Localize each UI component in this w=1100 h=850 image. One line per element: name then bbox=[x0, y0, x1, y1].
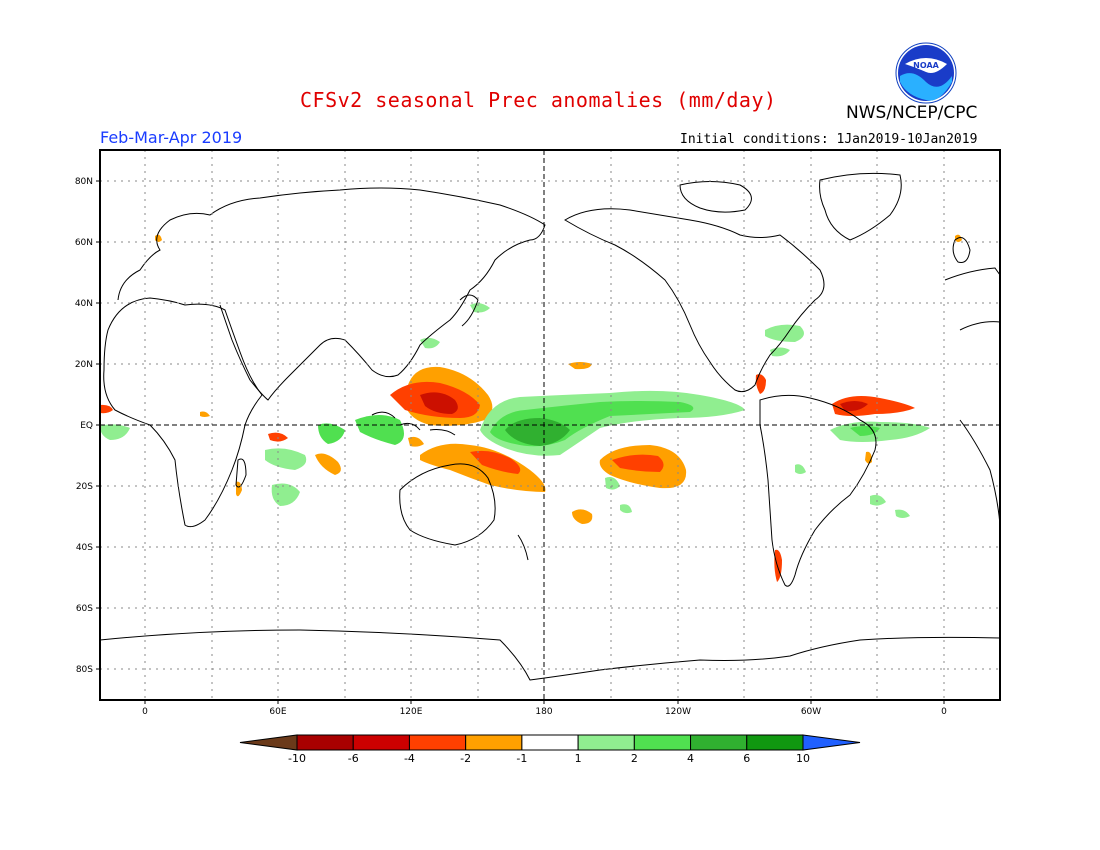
anomaly-atlantic-dry bbox=[832, 396, 915, 416]
graticule bbox=[100, 150, 1000, 700]
coast-japan bbox=[459, 294, 479, 327]
coastlines bbox=[100, 172, 1000, 681]
colorbar-label: 4 bbox=[687, 752, 694, 765]
anomaly-wpac-dry-core bbox=[420, 392, 458, 414]
lat-label: 20N bbox=[75, 360, 93, 370]
coast-africa bbox=[103, 297, 263, 528]
anomaly-indonesia-wet bbox=[355, 415, 404, 445]
anomaly-indian-wet bbox=[265, 448, 307, 470]
anomaly-usa-wet bbox=[765, 324, 804, 342]
anomaly-westafr-dry bbox=[100, 404, 113, 414]
lon-axis: 0 60E 120E 180 120W 60W 0 bbox=[142, 700, 947, 717]
colorbar-swatch bbox=[465, 734, 523, 751]
lon-label: 0 bbox=[941, 707, 947, 717]
lon-label: 180 bbox=[535, 707, 552, 717]
lon-label: 0 bbox=[142, 707, 148, 717]
anomaly-china-wet bbox=[420, 337, 440, 349]
lat-label: 40S bbox=[76, 543, 93, 553]
coast-eurasia bbox=[117, 187, 546, 401]
lat-label: 80S bbox=[76, 665, 93, 675]
anomaly-brazil-wet bbox=[870, 494, 886, 506]
anomaly-chile-dry bbox=[774, 549, 782, 582]
lat-label: 60N bbox=[75, 238, 93, 248]
colorbar-swatch bbox=[352, 734, 410, 751]
lat-label: 20S bbox=[76, 482, 93, 492]
coast-greenland bbox=[819, 172, 902, 241]
logo-text: NOAA bbox=[913, 61, 939, 70]
colorbar-label: -1 bbox=[516, 752, 527, 765]
colorbar-swatch bbox=[239, 734, 298, 751]
anomaly-scand-dry bbox=[155, 234, 162, 242]
colorbar-swatch bbox=[577, 734, 635, 751]
colorbar-label: -2 bbox=[460, 752, 471, 765]
colorbar-swatch bbox=[690, 734, 748, 751]
colorbar-swatch bbox=[296, 734, 354, 751]
anomaly-fiji-dry bbox=[572, 509, 593, 524]
anomaly-hawaii-dry bbox=[568, 362, 592, 370]
lon-label: 120W bbox=[665, 707, 691, 717]
coast-europe-east bbox=[944, 267, 1000, 281]
agency-label: NWS/NCEP/CPC bbox=[846, 103, 978, 123]
colorbar-label: -10 bbox=[288, 752, 306, 765]
lon-label: 60W bbox=[801, 707, 821, 717]
colorbar-label: -6 bbox=[348, 752, 359, 765]
anomaly-pacific-wet-core bbox=[505, 418, 570, 446]
coast-antarctica bbox=[100, 629, 1000, 681]
anomaly-eafr-dry bbox=[200, 411, 210, 417]
anomaly-japan-wet bbox=[470, 303, 490, 313]
anomaly-indian-wet2 bbox=[318, 423, 345, 444]
coast-australia bbox=[399, 463, 496, 546]
anomaly-moz-dry bbox=[236, 481, 242, 497]
anomaly-centralam-dry bbox=[755, 374, 766, 394]
colorbar-label: 2 bbox=[631, 752, 638, 765]
colorbar-swatch bbox=[802, 734, 861, 751]
anomaly-westafr-wet bbox=[100, 424, 130, 440]
colorbar-swatch bbox=[633, 734, 692, 751]
lat-axis: 80N 60N 40N 20N EQ 20S 40S 60S 80S bbox=[75, 177, 100, 675]
colorbar-swatch bbox=[408, 734, 467, 751]
colorbar-label: 6 bbox=[743, 752, 750, 765]
lat-label: 60S bbox=[76, 604, 93, 614]
colorbar-swatch bbox=[746, 734, 804, 751]
initial-conditions-label: Initial conditions: 1Jan2019-10Jan2019 bbox=[680, 132, 978, 147]
lon-label: 60E bbox=[269, 707, 286, 717]
anomaly-layer bbox=[100, 234, 962, 582]
colorbar-label: 1 bbox=[575, 752, 582, 765]
season-label: Feb-Mar-Apr 2019 bbox=[100, 128, 243, 147]
anomaly-indian-dry bbox=[315, 453, 341, 475]
anomaly-maritime-dry-core bbox=[470, 450, 521, 474]
lon-label: 120E bbox=[400, 707, 423, 717]
colorbar: -10 -6 -4 -2 -1 1 2 4 6 10 bbox=[239, 734, 861, 765]
anomaly-atlantic-dry-core bbox=[840, 401, 868, 412]
colorbar-label: -4 bbox=[404, 752, 415, 765]
coast-arctic bbox=[679, 181, 752, 213]
anomaly-spac2-wet bbox=[620, 504, 632, 514]
coast-africa-east bbox=[959, 321, 1000, 526]
coast-madagascar bbox=[235, 458, 247, 488]
colorbar-label: 10 bbox=[796, 752, 810, 765]
anomaly-spac-dry-core bbox=[612, 454, 664, 472]
noaa-logo-icon: NOAA bbox=[895, 42, 957, 104]
coast-nz bbox=[517, 534, 529, 561]
coast-uk bbox=[952, 237, 971, 263]
lat-label: EQ bbox=[80, 421, 93, 431]
anomaly-spac-wet bbox=[605, 477, 620, 490]
lat-label: 80N bbox=[75, 177, 93, 187]
chart-title: CFSv2 seasonal Prec anomalies (mm/day) bbox=[300, 88, 777, 112]
colorbar-swatch bbox=[521, 734, 579, 751]
anomaly-atlantic-wet bbox=[830, 421, 930, 442]
coast-south-america bbox=[759, 394, 877, 587]
coast-north-america bbox=[564, 208, 825, 393]
anomaly-brazil-dry bbox=[865, 451, 872, 464]
lat-label: 40N bbox=[75, 299, 93, 309]
anomaly-atlantic-wet-mid bbox=[850, 426, 880, 436]
anomaly-indian-wet3 bbox=[271, 483, 300, 506]
anomaly-indo-dry bbox=[408, 436, 424, 447]
reference-lines bbox=[100, 150, 1000, 700]
anomaly-brazil2-wet bbox=[895, 509, 910, 518]
anomaly-peru-wet bbox=[795, 464, 806, 474]
anomaly-maritime-dry bbox=[420, 443, 546, 492]
